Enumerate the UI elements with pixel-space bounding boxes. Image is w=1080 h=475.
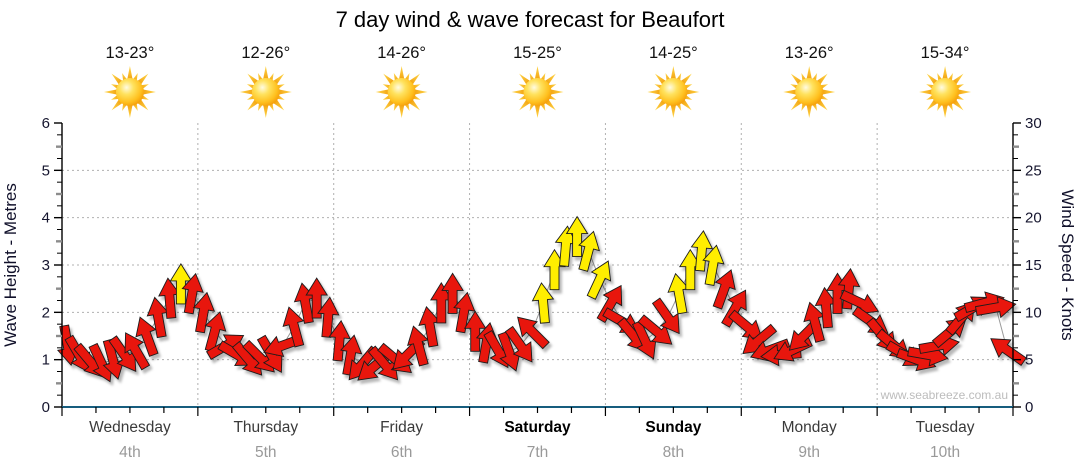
sun-core — [931, 78, 960, 106]
sun-core — [659, 78, 688, 106]
day-date-label: 9th — [798, 444, 820, 461]
y-tick-label-left: 0 — [42, 399, 50, 416]
wind-arrow — [135, 316, 159, 357]
watermark-text: www.seabreeze.com.au — [880, 388, 1008, 402]
y-tick-label-left: 4 — [42, 210, 50, 227]
sun-core — [523, 78, 552, 106]
wind-arrow — [586, 260, 612, 300]
day-labels: Wednesday 4th Thursday 5th Friday 6th Saturday… — [89, 419, 975, 461]
sun-icon — [103, 66, 156, 118]
day-name-label: Friday — [380, 419, 423, 436]
sun-icon — [511, 66, 564, 118]
wind-arrow — [328, 319, 351, 362]
wind-arrow — [453, 291, 476, 334]
y-tick-label-right: 20 — [1025, 210, 1042, 227]
y-tick-label-right: 25 — [1025, 162, 1042, 179]
y-axis-left-title: Wave Height - Metres — [1, 183, 20, 347]
day-date-label: 4th — [119, 444, 141, 461]
sun-core — [387, 78, 416, 106]
wind-arrow — [712, 269, 736, 310]
axis-labels: 0 01 52 103 154 205 256 30 — [42, 115, 1042, 416]
y-tick-label-right: 5 — [1025, 352, 1033, 369]
temperature-label: 15-34° — [921, 44, 970, 62]
wind-arrow — [340, 334, 363, 376]
day-name-label: Thursday — [233, 419, 298, 436]
day-date-label: 6th — [391, 444, 413, 461]
temperature-label: 14-25° — [649, 44, 698, 62]
day-name-label: Monday — [782, 419, 837, 436]
sun-icons — [103, 66, 972, 118]
sun-icon — [919, 66, 972, 118]
day-name-label: Wednesday — [89, 419, 171, 436]
wind-arrow — [596, 284, 623, 324]
day-date-label: 5th — [255, 444, 277, 461]
y-tick-label-left: 1 — [42, 352, 50, 369]
wind-arrow — [181, 272, 204, 315]
sun-core — [251, 78, 280, 106]
sun-icon — [783, 66, 836, 118]
day-date-label: 10th — [930, 444, 960, 461]
day-date-label: 7th — [527, 444, 549, 461]
sun-core — [115, 78, 144, 106]
wind-arrow — [305, 277, 329, 319]
sun-icon — [375, 66, 428, 118]
y-tick-label-right: 0 — [1025, 399, 1033, 416]
day-name-label: Tuesday — [916, 419, 975, 436]
y-tick-label-right: 10 — [1025, 304, 1042, 321]
sun-icon — [647, 66, 700, 118]
wind-arrow — [702, 244, 725, 286]
y-tick-label-left: 6 — [42, 115, 50, 132]
wind-arrow — [565, 215, 589, 258]
wind-arrow — [192, 291, 216, 334]
wind-arrow — [504, 325, 533, 363]
wind-arrow — [317, 296, 340, 338]
y-axis-right-title: Wind Speed - Knots — [1058, 189, 1077, 340]
sun-icon — [239, 66, 292, 118]
gridlines — [62, 123, 1013, 407]
wind-arrow — [441, 272, 464, 314]
wind-arrow — [517, 316, 550, 350]
wind-arrow — [124, 332, 151, 371]
wind-arrow — [721, 289, 747, 328]
chart-title: 7 day wind & wave forecast for Beaufort — [336, 7, 725, 32]
day-date-label: 8th — [663, 444, 685, 461]
y-tick-label-right: 30 — [1025, 115, 1042, 132]
wind-arrow — [651, 297, 680, 335]
temperature-label: 12-26° — [241, 44, 290, 62]
sun-core — [795, 78, 824, 106]
day-name-label: Saturday — [504, 419, 571, 436]
wind-arrow — [578, 230, 600, 272]
temperature-label: 13-26° — [785, 44, 834, 62]
axes — [54, 122, 1021, 416]
y-tick-label-left: 5 — [42, 162, 50, 179]
temperature-label: 13-23° — [106, 44, 155, 62]
wind-arrow-series — [57, 215, 1027, 383]
wind-arrow — [975, 296, 1017, 319]
wind-arrow — [728, 309, 763, 340]
wind-arrow — [531, 282, 555, 324]
temperature-label: 14-26° — [377, 44, 426, 62]
wind-arrow — [990, 338, 1027, 366]
wind-arrow — [407, 325, 429, 367]
temperature-row: 13-23° 12-26° 14-26° 15-25° 14-25° 13-26° 15-3… — [106, 44, 970, 62]
y-tick-label-left: 2 — [42, 304, 50, 321]
wind-arrow — [282, 306, 305, 348]
day-name-label: Sunday — [645, 419, 701, 436]
y-tick-label-right: 15 — [1025, 257, 1042, 274]
temperature-label: 15-25° — [513, 44, 562, 62]
y-tick-label-left: 3 — [42, 257, 50, 274]
wind-arrow — [690, 230, 714, 272]
